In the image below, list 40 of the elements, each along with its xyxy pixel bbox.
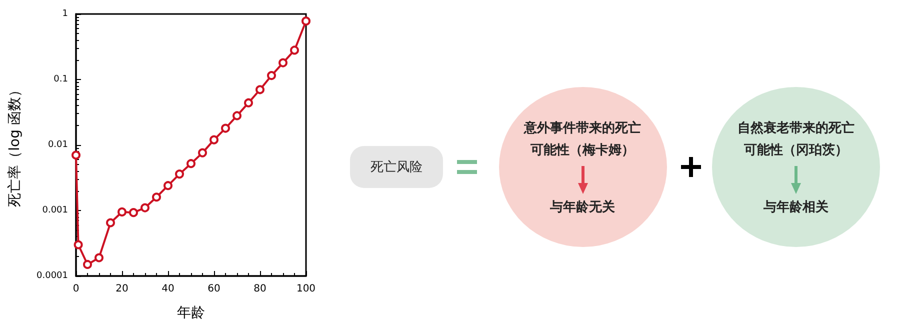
point [278, 58, 288, 68]
point [129, 208, 138, 218]
x-tick-label: 0 [72, 284, 80, 294]
point [198, 148, 207, 158]
point [210, 135, 218, 144]
y-tick-label: 0.001 [42, 206, 68, 216]
y-tick-label: 0.01 [48, 140, 68, 150]
point [83, 260, 92, 269]
x-tick-label: 40 [162, 284, 174, 294]
point [232, 111, 242, 120]
point [140, 203, 150, 212]
point [244, 98, 253, 108]
y-tick-label: 1 [62, 9, 68, 19]
text: 与年龄无关 [550, 198, 616, 216]
point [118, 207, 126, 216]
point [221, 124, 230, 133]
point [164, 181, 172, 190]
x-tick-label: 100 [296, 284, 316, 294]
point [152, 192, 161, 202]
point [106, 218, 115, 228]
point [290, 46, 299, 55]
point [175, 170, 184, 179]
point [72, 150, 80, 160]
point [256, 85, 264, 94]
text: 自然衰老带来的死亡可能性（冈珀茨） [736, 120, 856, 160]
x-tick-label: 80 [254, 284, 266, 294]
point [267, 71, 276, 80]
point [186, 159, 196, 168]
point [74, 240, 83, 250]
x-axis-title: 年龄 [177, 305, 205, 321]
y-tick-label: 0.1 [54, 74, 68, 84]
text: 意外事件带来的死亡可能性（梅卡姆） [522, 120, 642, 160]
x-tick-label: 20 [116, 284, 128, 294]
point [302, 16, 310, 26]
x-tick-label: 60 [208, 284, 220, 294]
text: 与年龄相关 [764, 198, 828, 216]
point [94, 253, 104, 262]
text: 死亡风险 [350, 146, 444, 188]
y-axis-title: 死亡率（log 函数） [7, 83, 23, 207]
y-tick-label: 0.0001 [36, 271, 68, 281]
